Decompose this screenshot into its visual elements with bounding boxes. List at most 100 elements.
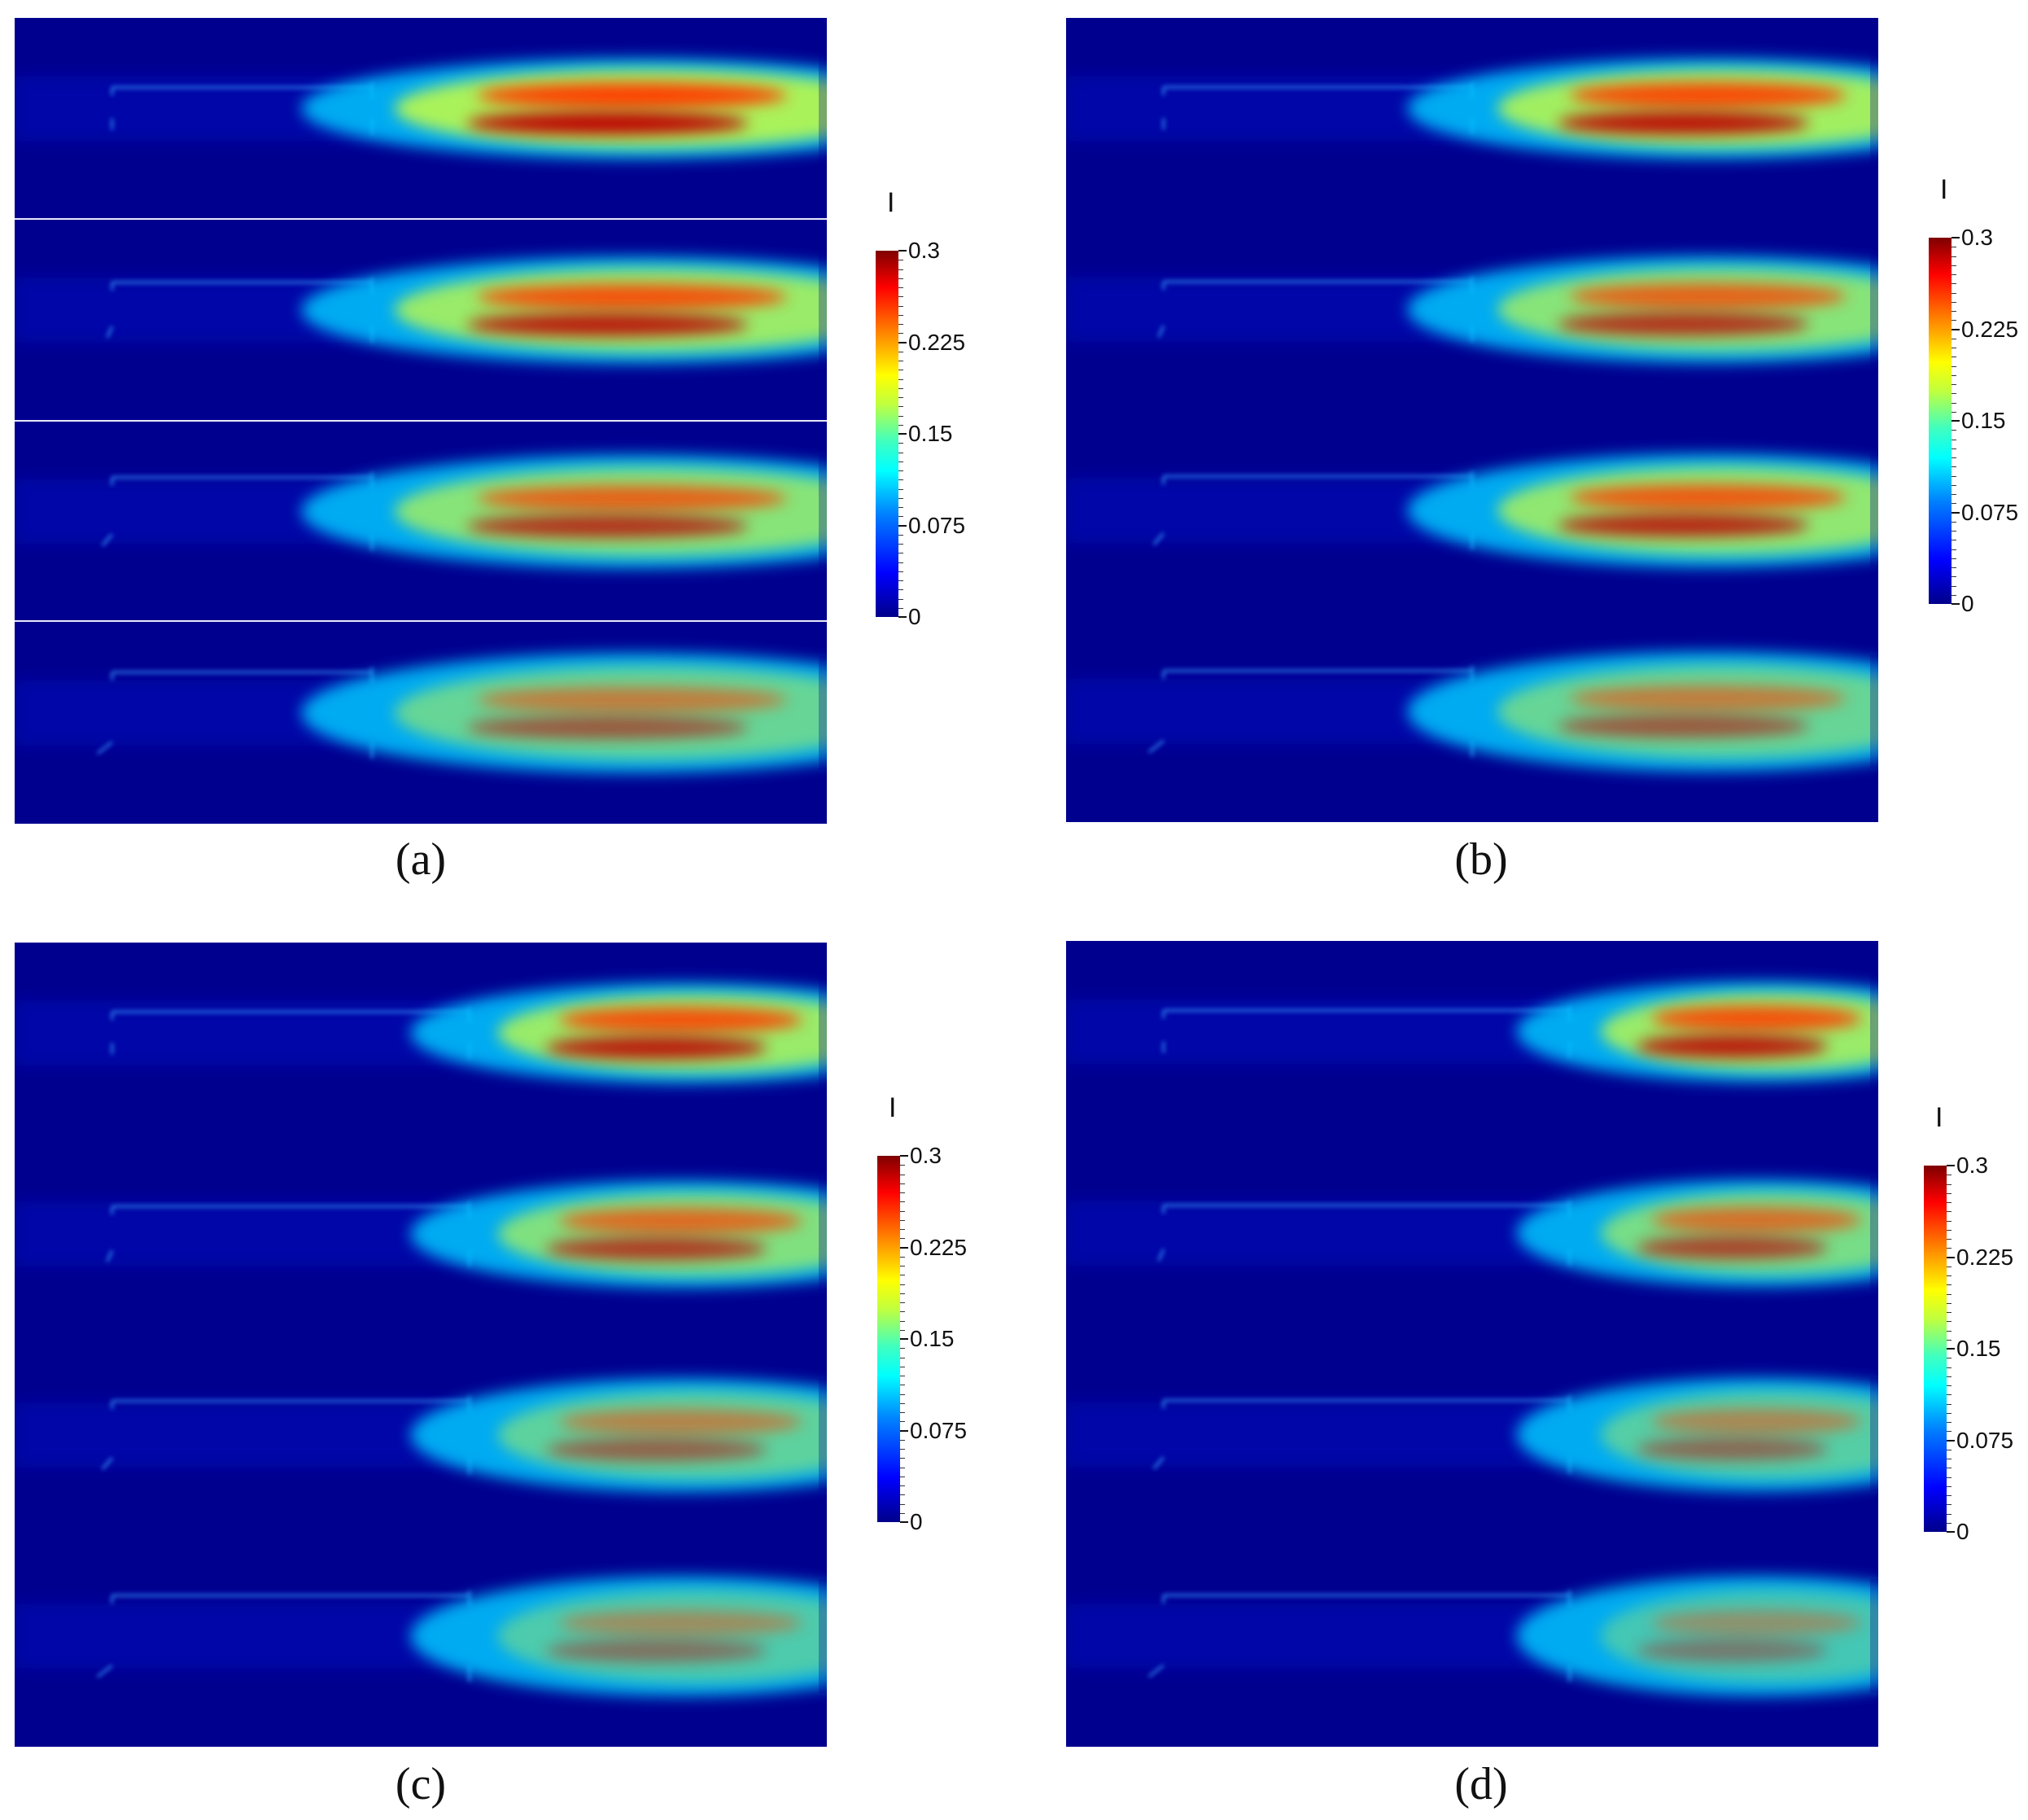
colorbar-minor-tick	[900, 1402, 905, 1404]
colorbar-minor-tick	[898, 479, 903, 481]
colorbar-minor-tick	[1947, 1192, 1952, 1194]
colorbar-minor-tick	[898, 333, 903, 335]
colorbar-minor-tick	[1947, 1275, 1952, 1276]
colorbar-minor-tick	[1947, 1202, 1952, 1203]
panel-a-caption: (a)	[395, 834, 447, 885]
colorbar-minor-tick	[898, 314, 903, 316]
colorbar-minor-tick	[1947, 1293, 1952, 1295]
colorbar-minor-tick	[1947, 1248, 1952, 1249]
colorbar-tick-label: 0.225	[908, 329, 966, 355]
colorbar-minor-tick	[900, 1494, 905, 1496]
colorbar-major-tick	[1952, 328, 1960, 330]
colorbar-minor-tick	[1952, 576, 1956, 578]
colorbar-variable-label: I	[889, 1092, 897, 1123]
colorbar-minor-tick	[1947, 1412, 1952, 1414]
colorbar-minor-tick	[1947, 1211, 1952, 1213]
panel-c-caption: (c)	[395, 1759, 447, 1809]
colorbar-major-tick	[1952, 420, 1960, 422]
colorbar-tick-label: 0	[910, 1509, 923, 1534]
colorbar-tick-label: 0	[1961, 591, 1974, 616]
colorbar-minor-tick	[900, 1348, 905, 1350]
colorbar-minor-tick	[900, 1266, 905, 1267]
colorbar-minor-tick	[900, 1458, 905, 1459]
plume-row	[15, 976, 827, 1091]
colorbar-minor-tick	[1947, 1522, 1952, 1524]
colorbar-minor-tick	[1952, 384, 1956, 385]
colorbar-minor-tick	[900, 1284, 905, 1285]
colorbar-minor-tick	[1952, 274, 1956, 275]
colorbar-minor-tick	[898, 278, 903, 279]
colorbar-minor-tick	[900, 1256, 905, 1258]
colorbar-minor-tick	[1947, 1321, 1952, 1323]
colorbar-minor-tick	[1947, 1376, 1952, 1377]
colorbar-minor-tick	[900, 1503, 905, 1505]
colorbar-tick-label: 0.15	[1956, 1336, 2001, 1361]
colorbar-minor-tick	[900, 1210, 905, 1212]
colorbar-major-tick	[1947, 1531, 1955, 1533]
colorbar-minor-tick	[1952, 256, 1956, 257]
colorbar-minor-tick	[900, 1219, 905, 1221]
colorbar-tick-label: 0.075	[910, 1417, 968, 1443]
panel-b-field-image	[1066, 18, 1878, 822]
colorbar-gradient	[876, 251, 898, 617]
colorbar-tick-label: 0.15	[910, 1326, 955, 1351]
colorbar-minor-tick	[1952, 558, 1956, 559]
colorbar-minor-tick	[1952, 402, 1956, 404]
colorbar-minor-tick	[1952, 503, 1956, 505]
colorbar-minor-tick	[1947, 1485, 1952, 1487]
colorbar-minor-tick	[1952, 283, 1956, 285]
colorbar-minor-tick	[1947, 1495, 1952, 1496]
colorbar-minor-tick	[1952, 531, 1956, 532]
colorbar-minor-tick	[1947, 1220, 1952, 1222]
colorbar-major-tick	[1947, 1165, 1955, 1166]
colorbar-minor-tick	[900, 1421, 905, 1423]
colorbar-minor-tick	[898, 305, 903, 307]
colorbar-tick-label: 0.15	[908, 421, 953, 446]
panel-d-caption: (d)	[1454, 1759, 1508, 1809]
colorbar-tick-label: 0.075	[1956, 1427, 2014, 1453]
colorbar-minor-tick	[898, 598, 903, 600]
colorbar-minor-tick	[900, 1201, 905, 1203]
colorbar-minor-tick	[1952, 466, 1956, 468]
colorbar-gradient	[877, 1156, 900, 1522]
colorbar-tick-label: 0.3	[1956, 1153, 1988, 1178]
plume-row	[15, 1177, 827, 1292]
colorbar-tick-label: 0.225	[910, 1234, 968, 1260]
colorbar-minor-tick	[898, 516, 903, 518]
colorbar-minor-tick	[1947, 1339, 1952, 1341]
panel-a-row-separator	[15, 218, 827, 220]
colorbar-minor-tick	[1952, 521, 1956, 523]
colorbar-major-tick	[1947, 1439, 1955, 1442]
colorbar-minor-tick	[1947, 1431, 1952, 1433]
colorbar-tick-label: 0.075	[1961, 499, 2019, 525]
panel-d-field-image	[1066, 941, 1878, 1747]
colorbar-major-tick	[898, 524, 907, 527]
colorbar-minor-tick	[898, 571, 903, 572]
colorbar-minor-tick	[900, 1439, 905, 1441]
colorbar-tick-label: 0.075	[908, 512, 966, 538]
colorbar-minor-tick	[898, 397, 903, 398]
colorbar-minor-tick	[900, 1512, 905, 1514]
colorbar-minor-tick	[1947, 1330, 1952, 1332]
colorbar-minor-tick	[900, 1302, 905, 1303]
colorbar-minor-tick	[1952, 311, 1956, 312]
colorbar-minor-tick	[1947, 1367, 1952, 1368]
plume-row	[15, 252, 827, 367]
colorbar-minor-tick	[900, 1229, 905, 1230]
plume-row	[1066, 1377, 1878, 1492]
colorbar-minor-tick	[898, 424, 903, 426]
colorbar-minor-tick	[898, 580, 903, 581]
colorbar-minor-tick	[898, 415, 903, 417]
colorbar-a: I 0.3 0.225 0.15 0.075 0	[876, 187, 981, 635]
colorbar-minor-tick	[898, 534, 903, 536]
plume-row	[15, 1576, 827, 1697]
colorbar-minor-tick	[1952, 585, 1956, 587]
colorbar-minor-tick	[900, 1449, 905, 1450]
colorbar-minor-tick	[1952, 320, 1956, 322]
colorbar-minor-tick	[898, 497, 903, 499]
plume-row	[1066, 974, 1878, 1089]
colorbar-minor-tick	[1947, 1477, 1952, 1478]
colorbar-minor-tick	[1947, 1229, 1952, 1231]
colorbar-minor-tick	[1952, 567, 1956, 568]
colorbar-minor-tick	[898, 296, 903, 298]
